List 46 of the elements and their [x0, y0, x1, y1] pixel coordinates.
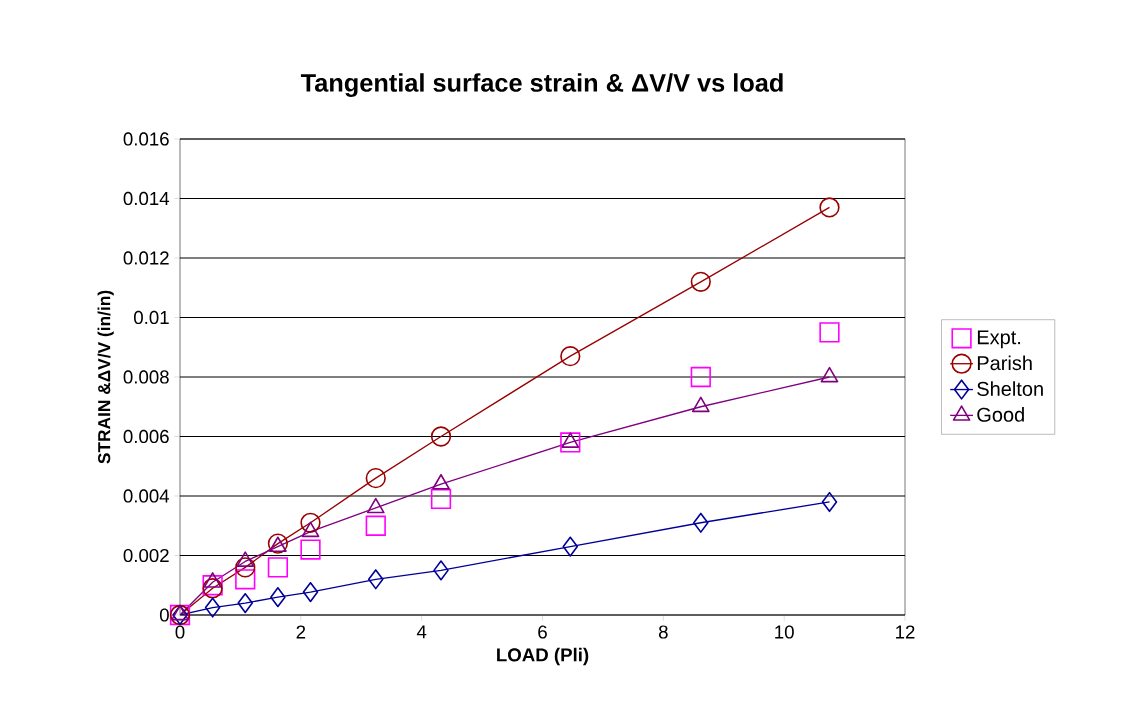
- y-axis-title: STRAIN &ΔV/V (in/in): [97, 290, 114, 464]
- point: [693, 512, 709, 533]
- point: [302, 581, 319, 603]
- point: [690, 271, 711, 292]
- x-tick-label: 0: [175, 625, 185, 639]
- point: [690, 366, 711, 388]
- chart-title: Tangential surface strain & ΔV/V vs load: [300, 73, 783, 97]
- point: [300, 539, 321, 560]
- legend-label: Shelton: [977, 381, 1043, 396]
- x-tick-label: 6: [538, 625, 547, 639]
- point: [365, 468, 386, 489]
- x-tick-label: 2: [296, 625, 306, 639]
- legend-label: Good: [977, 407, 1024, 422]
- y-tick-label: 0.014: [123, 191, 170, 206]
- x-axis-title: LOAD (Pli): [497, 647, 589, 666]
- y-tick-label: 0.016: [123, 132, 169, 146]
- legend-label: Expt.: [977, 330, 1021, 349]
- point: [300, 512, 321, 533]
- point: [235, 557, 256, 578]
- legend-label: Parish: [977, 355, 1032, 371]
- point: [821, 491, 838, 513]
- point: [819, 197, 840, 218]
- y-tick-label: 0.006: [123, 429, 169, 444]
- x-tick-label: 12: [896, 625, 915, 639]
- point: [560, 346, 581, 367]
- point: [367, 569, 384, 590]
- y-tick-label: 0: [159, 608, 169, 622]
- x-tick-label: 4: [416, 625, 427, 639]
- point: [430, 426, 452, 447]
- y-tick-label: 0.012: [123, 251, 169, 265]
- y-tick-label: 0.01: [134, 310, 169, 325]
- y-tick-label: 0.004: [123, 489, 170, 503]
- x-tick-label: 8: [658, 625, 668, 639]
- point: [562, 536, 579, 557]
- point: [365, 515, 386, 536]
- point: [560, 432, 581, 453]
- point: [237, 592, 254, 614]
- point: [204, 597, 221, 618]
- point: [433, 560, 449, 581]
- point: [819, 322, 840, 343]
- y-tick-label: 0.002: [123, 548, 169, 563]
- point: [267, 557, 289, 578]
- point: [235, 569, 256, 590]
- point: [270, 587, 286, 608]
- y-tick-label: 0.008: [123, 370, 169, 384]
- x-tick-label: 10: [775, 625, 794, 639]
